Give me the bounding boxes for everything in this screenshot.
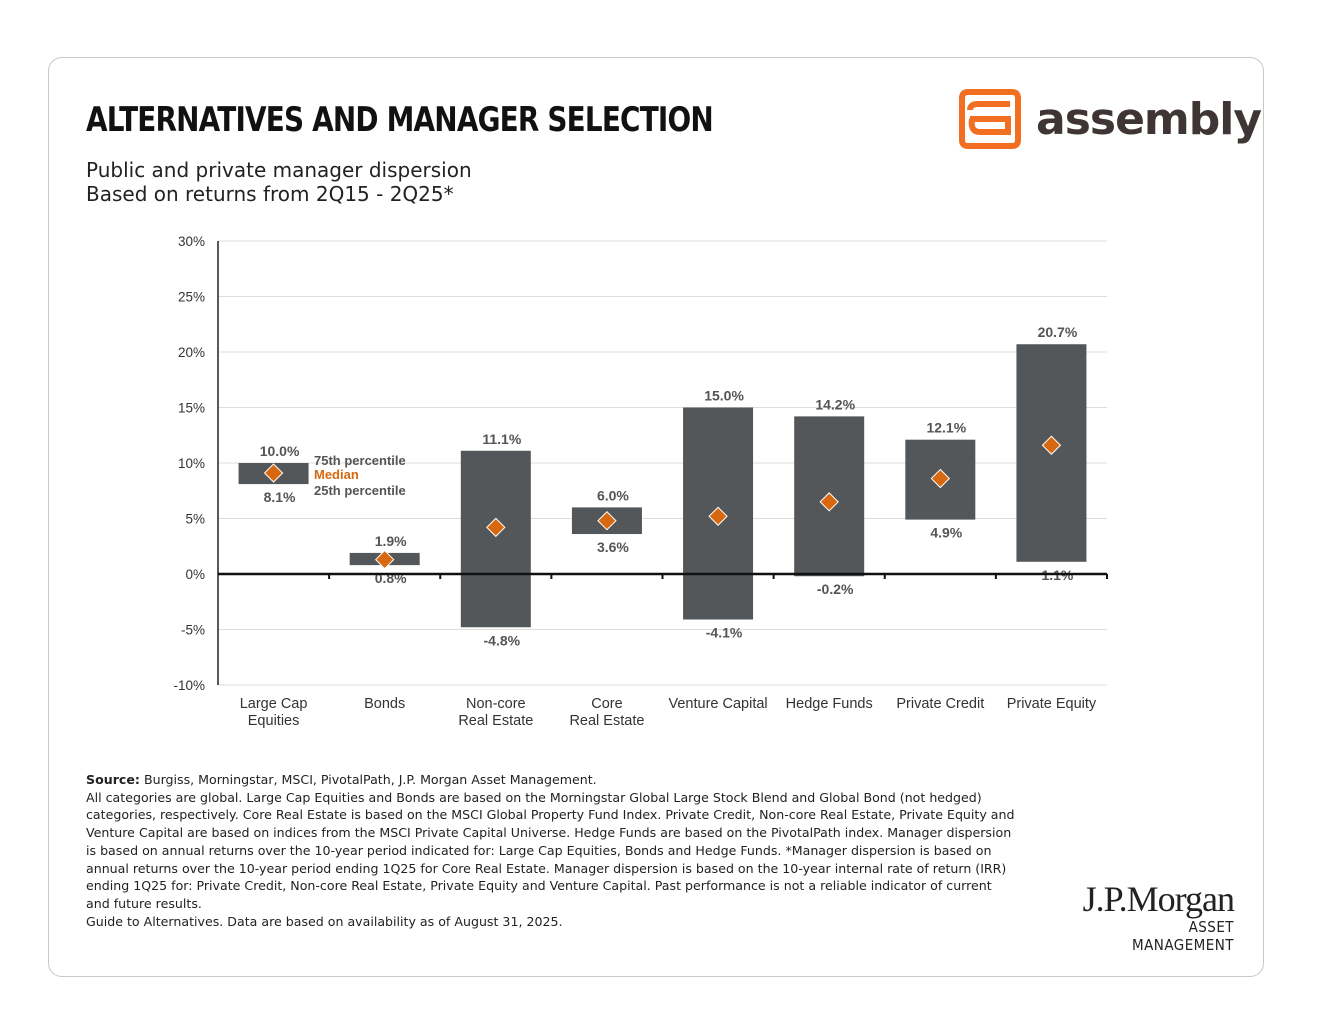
y-tick-label: -10% xyxy=(173,678,205,693)
category-label: Real Estate xyxy=(569,713,644,729)
bottom-value-label: 3.6% xyxy=(597,539,629,555)
y-tick-label: 15% xyxy=(178,401,205,416)
dispersion-chart: 30% 25% 20% 15% 10% 5% 0% -5% -10% 10.0% 8.1% Large… xyxy=(173,234,1108,729)
y-tick-label: 0% xyxy=(185,567,205,582)
assembly-logo-icon xyxy=(959,89,1021,149)
legend-median: Median xyxy=(314,467,359,482)
y-tick-label: 30% xyxy=(178,234,205,249)
top-value-label: 10.0% xyxy=(260,443,300,459)
subtitle-line-1: Public and private manager dispersion xyxy=(86,158,472,182)
page-title: ALTERNATIVES AND MANAGER SELECTION xyxy=(86,100,714,140)
bottom-value-label: 8.1% xyxy=(264,489,296,505)
category-label: Private Credit xyxy=(896,696,984,712)
chart-subtitle: Public and private manager dispersion Ba… xyxy=(86,158,472,206)
top-value-label: 14.2% xyxy=(815,396,855,412)
top-value-label: 11.1% xyxy=(482,431,521,447)
top-value-label: 15.0% xyxy=(704,388,744,404)
category-label: Non-core xyxy=(466,696,526,712)
bottom-value-label: 0.8% xyxy=(375,570,407,586)
category-label: Private Equity xyxy=(1007,696,1097,712)
category-label: Large Cap xyxy=(240,696,308,712)
top-value-label: 20.7% xyxy=(1038,324,1078,340)
notes-footer: Guide to Alternatives. Data are based on… xyxy=(86,913,563,929)
legend-25th: 25th percentile xyxy=(314,483,406,498)
median-marker xyxy=(1041,435,1062,455)
category-label: Hedge Funds xyxy=(786,696,873,712)
median-marker xyxy=(597,511,617,531)
category-label: Core xyxy=(591,696,622,712)
category-label: Bonds xyxy=(364,696,405,712)
median-marker xyxy=(930,468,951,489)
notes-body: All categories are global. Large Cap Equ… xyxy=(86,789,1015,911)
median-marker xyxy=(486,517,506,538)
bottom-value-label: 4.9% xyxy=(930,525,962,541)
top-value-label: 1.9% xyxy=(375,533,407,549)
category-label: Equities xyxy=(248,713,300,729)
range-bar xyxy=(460,450,531,628)
median-marker xyxy=(263,463,284,483)
median-marker xyxy=(374,549,395,570)
median-marker xyxy=(819,492,839,512)
y-tick-label: 5% xyxy=(185,512,205,527)
jpmorgan-logo: J.P.Morgan ASSET MANAGEMENT xyxy=(1066,879,1235,954)
top-value-label: 6.0% xyxy=(597,487,629,503)
bottom-value-label: -4.8% xyxy=(484,632,521,648)
top-value-label: 12.1% xyxy=(926,420,966,436)
jpmorgan-logo-sub: ASSET MANAGEMENT xyxy=(1132,918,1234,954)
assembly-logo-text: assembly xyxy=(1036,93,1262,145)
median-marker xyxy=(708,506,728,526)
legend-75th: 75th percentile xyxy=(314,453,406,468)
source-line: Source: Burgiss, Morningstar, MSCI, Pivo… xyxy=(86,771,1016,789)
bottom-value-label: -4.1% xyxy=(706,625,743,641)
y-tick-label: -5% xyxy=(181,623,205,638)
source-text: Burgiss, Morningstar, MSCI, PivotalPath,… xyxy=(139,772,597,787)
y-tick-label: 20% xyxy=(178,345,205,360)
category-label: Venture Capital xyxy=(668,696,767,712)
y-tick-label: 25% xyxy=(178,290,205,305)
footnotes: Source: Burgiss, Morningstar, MSCI, Pivo… xyxy=(86,771,1016,930)
assembly-logo: assembly xyxy=(958,88,1262,150)
jpmorgan-logo-name: J.P.Morgan xyxy=(1082,879,1235,919)
source-label: Source: xyxy=(86,772,140,787)
bottom-value-label: -0.2% xyxy=(817,581,854,597)
subtitle-line-2: Based on returns from 2Q15 - 2Q25* xyxy=(86,182,454,206)
y-tick-label: 10% xyxy=(178,456,205,471)
category-label: Real Estate xyxy=(458,713,533,729)
